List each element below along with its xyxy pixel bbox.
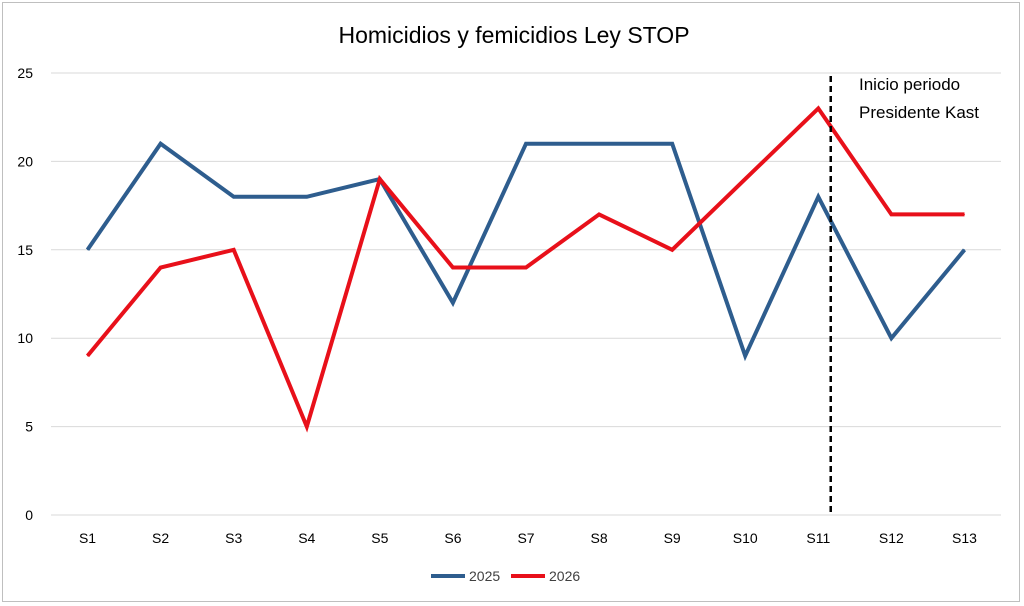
- data-point-2026-s1: [87, 355, 89, 357]
- x-tick-label-s2: S2: [152, 530, 169, 546]
- data-point-2025-s7: [525, 143, 527, 145]
- data-point-2026-s10: [744, 178, 746, 180]
- x-axis-ticks: S1 S2 S3 S4 S5 S6 S7 S8 S9 S10 S11 S12 S13: [79, 530, 977, 546]
- y-tick-label-10: 10: [17, 330, 33, 346]
- data-point-2025-s1: [87, 249, 89, 251]
- x-tick-label-s8: S8: [591, 530, 608, 546]
- data-point-2026-s8: [598, 213, 600, 215]
- data-point-2025-s6: [452, 302, 454, 304]
- x-tick-label-s12: S12: [879, 530, 904, 546]
- data-point-2026-s13: [963, 213, 965, 215]
- legend-label-2025: 2025: [469, 568, 500, 584]
- x-tick-label-s3: S3: [225, 530, 242, 546]
- x-tick-label-s1: S1: [79, 530, 96, 546]
- data-point-2025-s8: [598, 143, 600, 145]
- x-tick-label-s6: S6: [444, 530, 461, 546]
- legend: 2025 2026: [431, 568, 580, 584]
- data-point-2025-s2: [160, 143, 162, 145]
- data-point-2026-s12: [890, 213, 892, 215]
- data-point-2026-s5: [379, 178, 381, 180]
- data-point-2026-s3: [233, 249, 235, 251]
- y-tick-label-0: 0: [25, 507, 33, 523]
- line-chart: Homicidios y femicidios Ley STOP 0 5 10 15 2…: [17, 22, 1001, 584]
- y-tick-label-25: 25: [17, 65, 33, 81]
- x-tick-label-s11: S11: [806, 530, 830, 546]
- gridlines: [51, 72, 1001, 516]
- y-axis-ticks: 0 5 10 15 20 25: [17, 65, 33, 523]
- data-point-2026-s9: [671, 249, 673, 251]
- x-tick-label-s10: S10: [733, 530, 758, 546]
- data-point-2026-s2: [160, 266, 162, 268]
- data-point-2026-s6: [452, 266, 454, 268]
- y-tick-label-5: 5: [25, 419, 33, 435]
- x-tick-label-s7: S7: [517, 530, 534, 546]
- data-point-2025-s12: [890, 337, 892, 339]
- annotation: Inicio periodo Presidente Kast: [829, 75, 979, 515]
- x-tick-label-s9: S9: [664, 530, 681, 546]
- data-point-2025-s13: [963, 249, 965, 251]
- data-point-2026-s7: [525, 266, 527, 268]
- x-tick-label-s5: S5: [371, 530, 388, 546]
- data-point-2026-s4: [306, 426, 308, 428]
- data-point-2025-s9: [671, 143, 673, 145]
- data-point-2025-s3: [233, 196, 235, 198]
- y-tick-label-20: 20: [17, 153, 33, 169]
- annotation-text-line-2: Presidente Kast: [859, 103, 979, 122]
- series-lines: [85, 105, 967, 433]
- legend-label-2026: 2026: [549, 568, 580, 584]
- data-point-2025-s10: [744, 355, 746, 357]
- data-point-2025-s11: [817, 196, 819, 198]
- data-point-2026-s11: [817, 107, 819, 109]
- data-point-2025-s4: [306, 196, 308, 198]
- y-tick-label-15: 15: [17, 242, 33, 258]
- chart-title: Homicidios y femicidios Ley STOP: [338, 22, 689, 48]
- x-tick-label-s4: S4: [298, 530, 315, 546]
- x-tick-label-s13: S13: [952, 530, 977, 546]
- annotation-text-line-1: Inicio periodo: [859, 75, 960, 94]
